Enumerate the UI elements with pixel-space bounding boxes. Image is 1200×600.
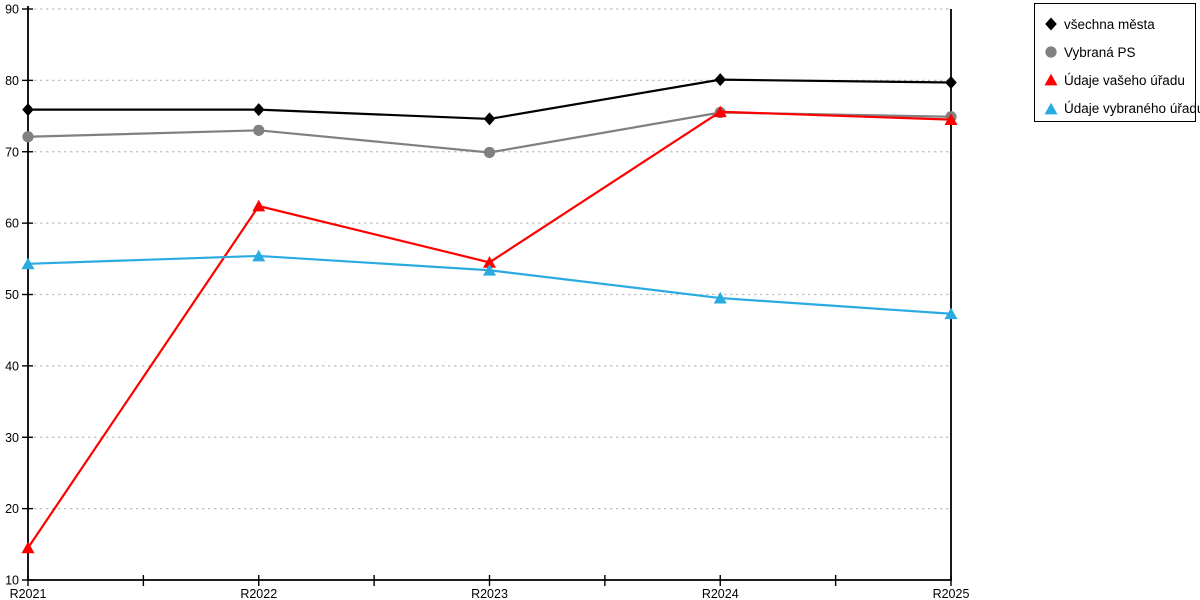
series-line-2 [27, 110, 952, 549]
y-tick-label: 70 [5, 145, 19, 159]
y-tick-label: 40 [5, 359, 19, 373]
data-point [944, 113, 958, 126]
y-tick-label: 30 [5, 431, 19, 445]
legend-item: všechna města [1044, 10, 1195, 38]
y-tick-label: 50 [5, 288, 19, 302]
legend-label: Údaje vašeho úřadu [1064, 72, 1185, 88]
data-point [944, 307, 958, 320]
data-point [713, 291, 727, 304]
x-tick-label: R2023 [471, 587, 508, 600]
data-point [483, 112, 496, 126]
y-tick-label: 20 [5, 502, 19, 516]
legend: všechna města Vybraná PS Údaje vašeho úřad… [1034, 3, 1200, 123]
triangle-marker-icon [1044, 74, 1058, 86]
y-tick-label: 90 [5, 3, 19, 17]
data-point [21, 541, 35, 554]
legend-label: Vybraná PS [1064, 44, 1136, 60]
diamond-marker-icon [1045, 17, 1057, 31]
legend-item: Údaje vybraného úřadu [1044, 95, 1200, 123]
x-tick-label: R2025 [933, 587, 970, 600]
y-tick-label: 10 [5, 574, 19, 588]
x-tick-label: R2024 [702, 587, 739, 600]
legend-item: Vybraná PS [1044, 38, 1195, 66]
circle-marker-icon [1045, 46, 1057, 58]
data-point [21, 257, 35, 270]
data-point [22, 103, 34, 117]
data-point [945, 76, 957, 90]
x-tick-label: R2021 [10, 587, 47, 600]
data-point [252, 249, 266, 262]
legend-label: všechna města [1064, 16, 1155, 32]
data-point [22, 131, 34, 143]
y-tick-label: 60 [5, 217, 19, 231]
data-point [253, 124, 265, 136]
x-tick-label: R2022 [240, 587, 277, 600]
data-point [714, 73, 727, 87]
y-tick-label: 80 [5, 74, 19, 88]
data-point [713, 105, 727, 118]
legend-label: Údaje vybraného úřadu [1064, 101, 1200, 117]
triangle-marker-icon [1044, 102, 1058, 115]
data-point [252, 199, 266, 212]
data-point [252, 103, 265, 117]
data-point [483, 264, 496, 276]
data-point [483, 146, 496, 159]
data-point [483, 256, 496, 268]
legend-item: Údaje vašeho úřadu [1044, 66, 1195, 94]
